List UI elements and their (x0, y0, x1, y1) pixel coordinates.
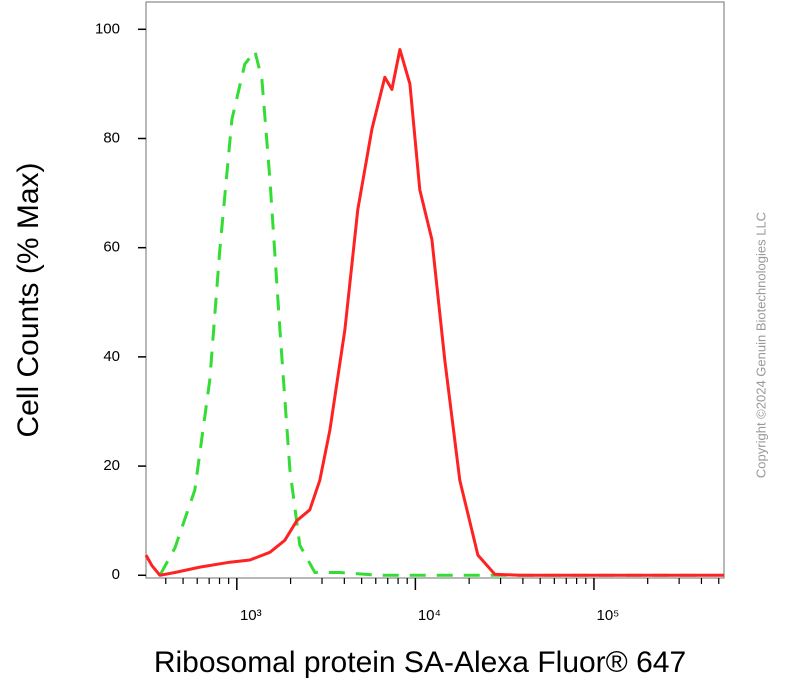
x-axis-label: Ribosomal protein SA-Alexa Fluor® 647 (154, 646, 686, 679)
y-tick-label: 20 (103, 457, 120, 474)
y-tick-label: 60 (103, 239, 120, 256)
y-tick-label: 80 (103, 129, 120, 146)
x-tick-label: 10³ (240, 607, 262, 624)
x-tick-label: 10⁴ (418, 607, 441, 624)
y-tick-label: 40 (103, 348, 120, 365)
series-line (158, 49, 700, 577)
plot-frame (145, 1, 725, 579)
y-tick-label: 0 (112, 566, 120, 583)
copyright: Copyright ©2024 Genuin Biotechnologies L… (753, 212, 768, 478)
series-line (144, 48, 724, 577)
x-tick-label: 10⁵ (596, 607, 619, 624)
y-tick-label: 100 (95, 20, 120, 37)
y-axis-label: Cell Counts (% Max) (12, 162, 45, 437)
